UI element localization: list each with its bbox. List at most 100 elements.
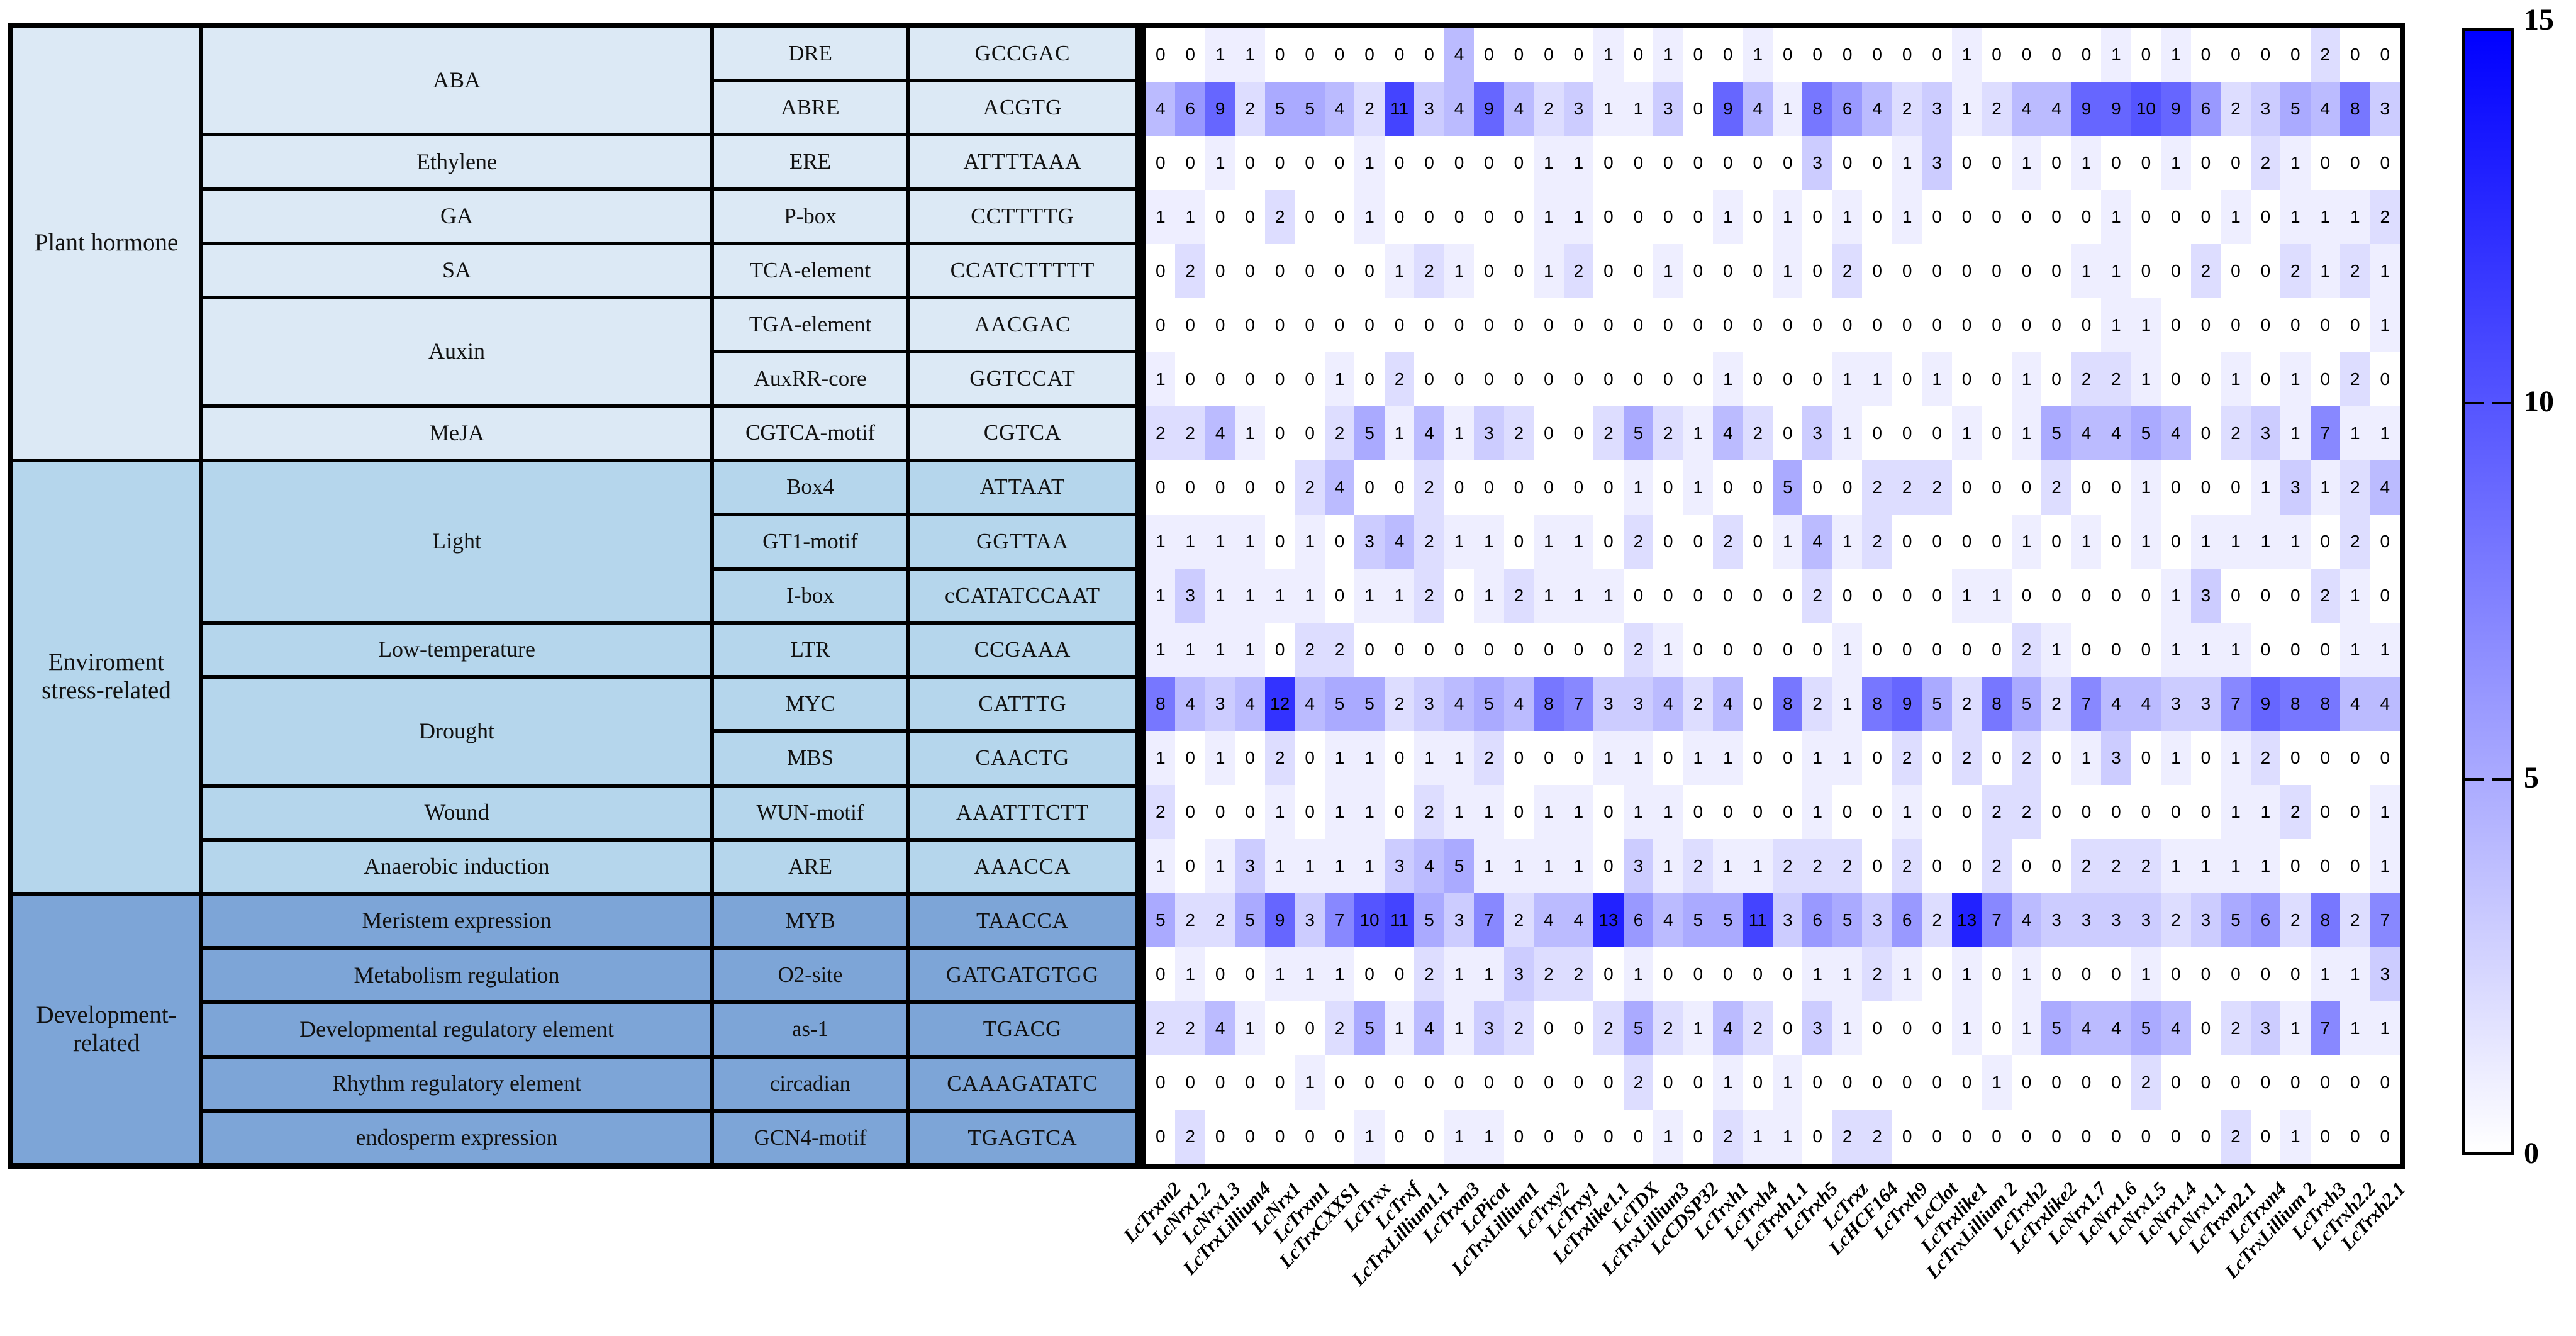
heatmap-cell: 1 — [1713, 352, 1743, 406]
sequence-cell: ATTTTAAA — [908, 135, 1137, 189]
gene-label: LcHCF164 — [1824, 1177, 1902, 1259]
element-cell: endosperm expression — [201, 1110, 712, 1165]
motif-cell: AuxRR-core — [712, 352, 908, 406]
heatmap-cell: 0 — [1832, 28, 1863, 82]
sequence-cell: GCCGAC — [908, 26, 1137, 81]
heatmap-cell: 1 — [1593, 569, 1624, 623]
heatmap-cell: 7 — [1474, 893, 1504, 947]
heatmap-cell: 1 — [1146, 839, 1176, 893]
heatmap-cell: 9 — [2101, 82, 2131, 136]
heatmap-cell: 0 — [1742, 298, 1773, 352]
heatmap-cell: 1 — [1146, 515, 1176, 569]
heatmap-cell: 4 — [1175, 677, 1205, 731]
heatmap-cell: 0 — [2190, 731, 2221, 785]
heatmap-cell: 2 — [2011, 731, 2042, 785]
heatmap-cell: 0 — [2101, 623, 2131, 677]
heatmap-cell: 2 — [2280, 244, 2311, 298]
heatmap-cell: 1 — [1832, 1001, 1863, 1055]
heatmap-cell: 9 — [1713, 82, 1743, 136]
heatmap-cell: 1 — [2310, 460, 2341, 515]
category-cell: Development-related — [11, 894, 201, 1165]
heatmap-cell: 0 — [1623, 1110, 1654, 1164]
heatmap-cell: 2 — [1264, 731, 1295, 785]
heatmap-cell: 0 — [1982, 460, 2012, 515]
heatmap-cell: 0 — [1324, 569, 1355, 623]
heatmap-cell: 0 — [1951, 244, 1982, 298]
heatmap-cell: 0 — [1892, 28, 1922, 82]
heatmap-cell: 2 — [1862, 460, 1892, 515]
heatmap-cell: 0 — [2370, 352, 2400, 406]
gene-label: LcTrxh3 — [2286, 1177, 2350, 1244]
heatmap-cell: 1 — [1354, 136, 1385, 190]
heatmap-cell: 1 — [2071, 244, 2102, 298]
heatmap-cell: 0 — [1384, 1055, 1415, 1110]
heatmap-cell: 5 — [2131, 1001, 2161, 1055]
heatmap-cell: 2 — [1414, 515, 1444, 569]
heatmap-cell: 1 — [2250, 839, 2281, 893]
heatmap-cell: 1 — [1324, 352, 1355, 406]
heatmap-cell: 0 — [1653, 352, 1683, 406]
heatmap-cell: 1 — [2190, 515, 2221, 569]
heatmap-cell: 0 — [1683, 352, 1714, 406]
heatmap-cell: 3 — [1474, 406, 1504, 460]
heatmap-cell: 0 — [1295, 136, 1325, 190]
heatmap-cell: 0 — [2370, 515, 2400, 569]
heatmap-cell: 3 — [1862, 893, 1892, 947]
heatmap-cell: 0 — [2340, 1110, 2370, 1164]
heatmap-cell: 0 — [1951, 785, 1982, 839]
heatmap-cell: 2 — [1623, 623, 1654, 677]
sequence-cell: CCGAAA — [908, 623, 1137, 677]
heatmap-cell: 5 — [1324, 677, 1355, 731]
heatmap-cell: 0 — [1324, 190, 1355, 244]
heatmap-cell: 3 — [2250, 82, 2281, 136]
sequence-cell: TGAGTCA — [908, 1110, 1137, 1165]
heatmap-cell: 2 — [1742, 1001, 1773, 1055]
heatmap-cell: 0 — [2161, 352, 2191, 406]
heatmap-cell: 2 — [1623, 515, 1654, 569]
heatmap-cell: 0 — [1593, 352, 1624, 406]
heatmap-cell: 6 — [1175, 82, 1205, 136]
heatmap-cell: 2 — [2310, 28, 2341, 82]
heatmap-cell: 0 — [1862, 1055, 1892, 1110]
heatmap-cell: 0 — [2250, 190, 2281, 244]
heatmap-cell: 1 — [2250, 515, 2281, 569]
heatmap-cell: 0 — [1623, 298, 1654, 352]
heatmap-cell: 2 — [1563, 947, 1594, 1001]
heatmap-cell: 0 — [1713, 460, 1743, 515]
gene-label: LcTrxf — [1370, 1177, 1425, 1233]
heatmap-cell: 0 — [2221, 298, 2251, 352]
heatmap-cell: 2 — [1802, 839, 1832, 893]
heatmap-cell: 0 — [2280, 298, 2311, 352]
heatmap-cell: 0 — [1264, 352, 1295, 406]
heatmap-cell: 0 — [2340, 839, 2370, 893]
heatmap-cell: 11 — [1384, 82, 1415, 136]
motif-cell: MYC — [712, 677, 908, 732]
heatmap-cell: 2 — [2280, 785, 2311, 839]
sequence-cell: CAACTG — [908, 731, 1137, 786]
heatmap-cell: 0 — [2190, 785, 2221, 839]
heatmap-cell: 0 — [1563, 1055, 1594, 1110]
heatmap-cell: 0 — [1414, 1110, 1444, 1164]
heatmap-cell: 1 — [1264, 947, 1295, 1001]
heatmap-cell: 2 — [1235, 82, 1265, 136]
heatmap-cell: 0 — [2041, 244, 2071, 298]
gene-label: LcTrxm2 — [1118, 1177, 1186, 1247]
heatmap-cell: 0 — [1772, 947, 1803, 1001]
heatmap-cell: 0 — [1414, 28, 1444, 82]
heatmap-cell: 3 — [1295, 893, 1325, 947]
heatmap-cell: 3 — [1474, 1001, 1504, 1055]
heatmap-cell: 0 — [2370, 731, 2400, 785]
colorbar-tick-label: 5 — [2524, 760, 2539, 794]
heatmap-cell: 1 — [2071, 515, 2102, 569]
heatmap-cell: 8 — [1982, 677, 2012, 731]
heatmap-cell: 0 — [2310, 785, 2341, 839]
heatmap-cell: 0 — [1563, 460, 1594, 515]
heatmap-cell: 2 — [1922, 893, 1952, 947]
motif-cell: MYB — [712, 894, 908, 949]
heatmap-cell: 2 — [1832, 244, 1863, 298]
heatmap-cell: 2 — [1832, 839, 1863, 893]
heatmap-cell: 0 — [1563, 28, 1594, 82]
heatmap-cell: 0 — [1324, 1110, 1355, 1164]
heatmap-cell: 0 — [1982, 731, 2012, 785]
motif-cell: CGTCA-motif — [712, 406, 908, 460]
